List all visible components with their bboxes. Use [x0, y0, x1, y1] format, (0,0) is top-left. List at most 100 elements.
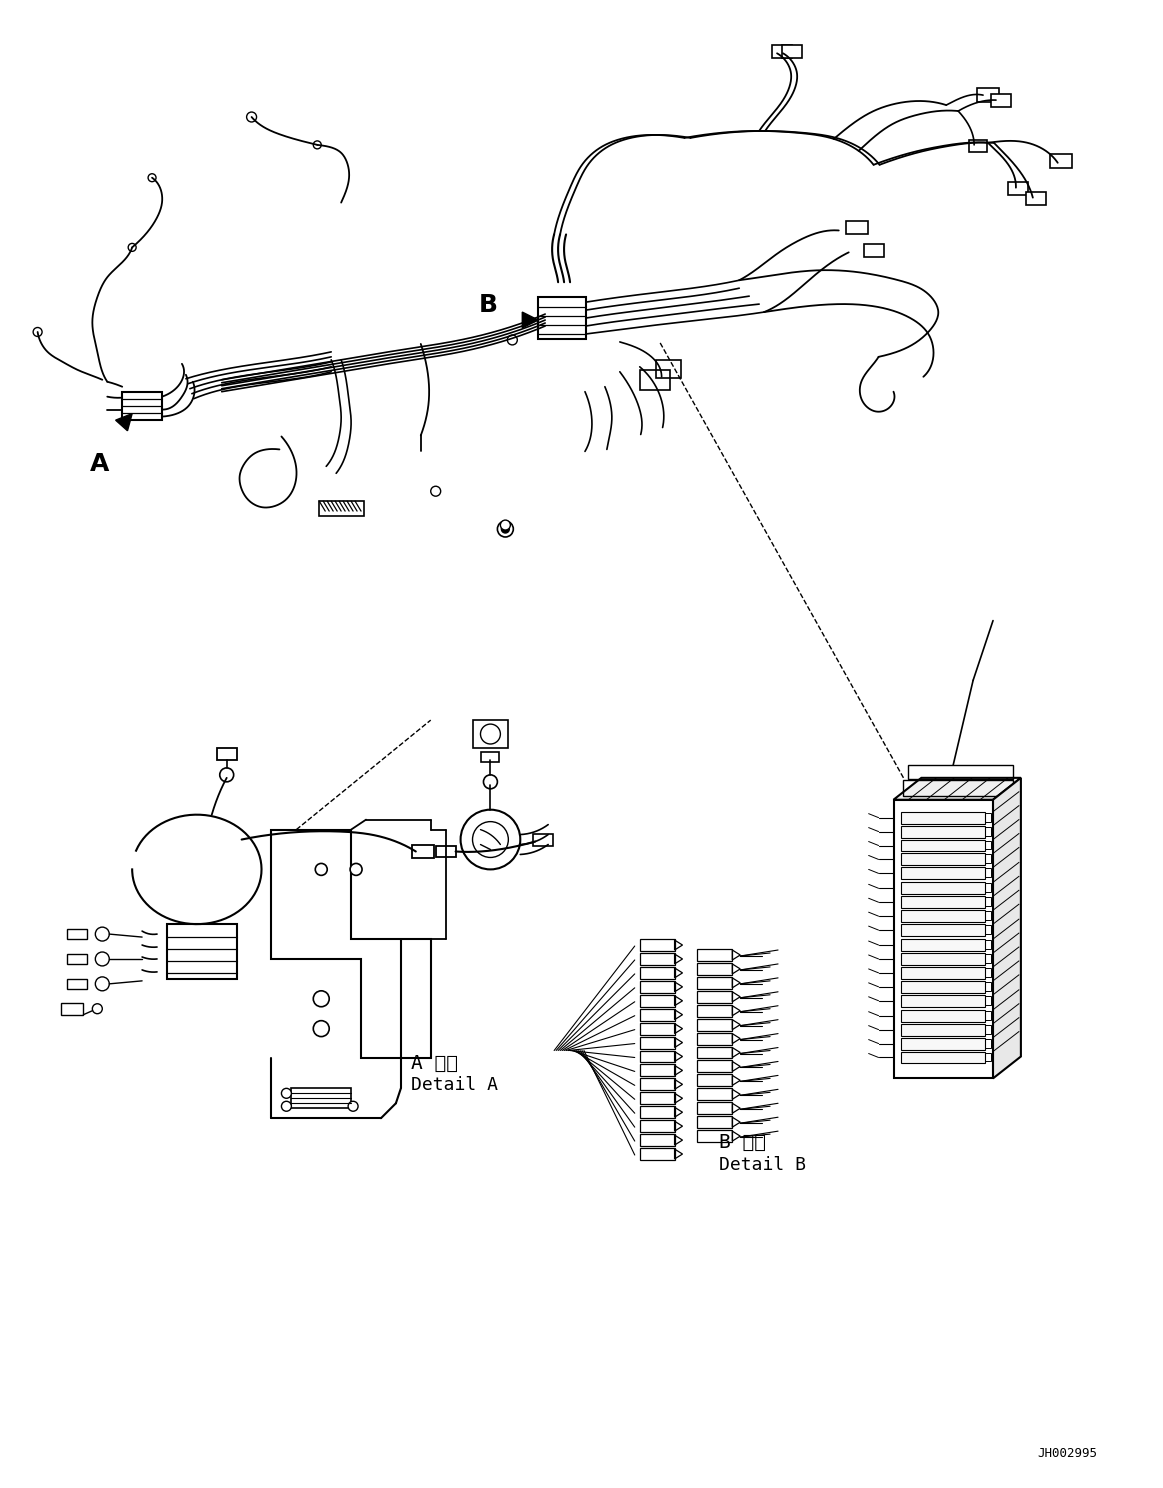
Circle shape	[95, 927, 109, 940]
Bar	[901, 995, 985, 1007]
Bar	[846, 220, 868, 235]
Bar	[698, 1088, 733, 1100]
Polygon shape	[522, 312, 538, 327]
Circle shape	[315, 863, 327, 875]
Bar	[985, 827, 991, 836]
Circle shape	[247, 112, 257, 122]
Circle shape	[350, 863, 362, 875]
Bar	[901, 896, 985, 908]
Bar	[1050, 153, 1071, 168]
Bar	[122, 391, 162, 420]
Bar	[640, 1009, 675, 1021]
Circle shape	[501, 525, 509, 533]
Bar	[985, 841, 991, 850]
Bar	[901, 939, 985, 951]
Bar	[985, 967, 991, 978]
Bar	[901, 1037, 985, 1049]
Circle shape	[313, 1021, 329, 1037]
Circle shape	[128, 244, 136, 251]
Circle shape	[461, 809, 520, 869]
Bar	[977, 88, 999, 103]
Bar	[698, 1131, 733, 1143]
Circle shape	[500, 521, 511, 530]
Bar	[640, 952, 675, 964]
Bar	[67, 979, 87, 990]
Bar	[864, 244, 884, 257]
Bar	[901, 1024, 985, 1036]
Bar	[985, 940, 991, 949]
Bar	[698, 1061, 733, 1073]
Bar	[640, 1134, 675, 1146]
Bar	[216, 748, 236, 760]
Circle shape	[281, 1101, 292, 1112]
Bar	[904, 780, 1013, 796]
Bar	[985, 869, 991, 878]
Bar	[985, 1010, 991, 1019]
Bar	[698, 1004, 733, 1016]
Bar	[985, 995, 991, 1004]
Bar	[472, 720, 508, 748]
Bar	[698, 1019, 733, 1031]
Bar	[698, 1033, 733, 1045]
Bar	[640, 1092, 675, 1104]
Bar	[436, 845, 456, 857]
Bar	[698, 1116, 733, 1128]
Text: B 詳細: B 詳細	[720, 1132, 766, 1152]
Bar	[991, 94, 1011, 107]
Bar	[893, 799, 993, 1079]
Bar	[698, 991, 733, 1003]
Bar	[640, 939, 675, 951]
Bar	[901, 882, 985, 894]
Circle shape	[348, 1101, 358, 1112]
Bar	[901, 981, 985, 992]
Bar	[985, 1052, 991, 1061]
Bar	[901, 854, 985, 866]
Circle shape	[95, 978, 109, 991]
Bar	[640, 1079, 675, 1091]
Circle shape	[281, 1088, 292, 1098]
Bar	[908, 765, 1013, 778]
Circle shape	[92, 1004, 102, 1013]
Bar	[901, 952, 985, 964]
Bar	[640, 371, 670, 390]
Text: B: B	[478, 293, 498, 317]
Circle shape	[33, 327, 42, 336]
Bar	[985, 1039, 991, 1048]
Circle shape	[498, 521, 513, 537]
Bar	[1008, 182, 1028, 195]
Bar	[698, 1074, 733, 1086]
Bar	[640, 1064, 675, 1076]
Bar	[67, 954, 87, 964]
Circle shape	[148, 174, 156, 182]
Polygon shape	[115, 414, 133, 430]
Bar	[698, 949, 733, 961]
Circle shape	[313, 141, 321, 149]
Bar	[901, 924, 985, 936]
Bar	[292, 1088, 351, 1109]
Bar	[969, 140, 987, 152]
Bar	[640, 1120, 675, 1132]
Bar	[698, 1046, 733, 1058]
Circle shape	[430, 487, 441, 496]
Bar	[698, 978, 733, 990]
Bar	[985, 897, 991, 906]
Text: JH002995: JH002995	[1037, 1446, 1098, 1460]
Text: A: A	[91, 452, 109, 476]
Bar	[1026, 192, 1046, 205]
Bar	[320, 501, 364, 516]
Bar	[640, 1037, 675, 1049]
Circle shape	[95, 952, 109, 966]
Circle shape	[313, 991, 329, 1007]
Bar	[901, 839, 985, 851]
Bar	[901, 1052, 985, 1064]
Text: A 詳細: A 詳細	[411, 1054, 458, 1073]
Polygon shape	[993, 778, 1021, 1079]
Circle shape	[220, 768, 234, 781]
Bar	[985, 926, 991, 934]
Bar	[640, 1051, 675, 1062]
Bar	[782, 45, 802, 58]
Bar	[901, 1010, 985, 1022]
Bar	[772, 45, 792, 58]
Bar	[656, 360, 680, 378]
Bar	[901, 868, 985, 879]
